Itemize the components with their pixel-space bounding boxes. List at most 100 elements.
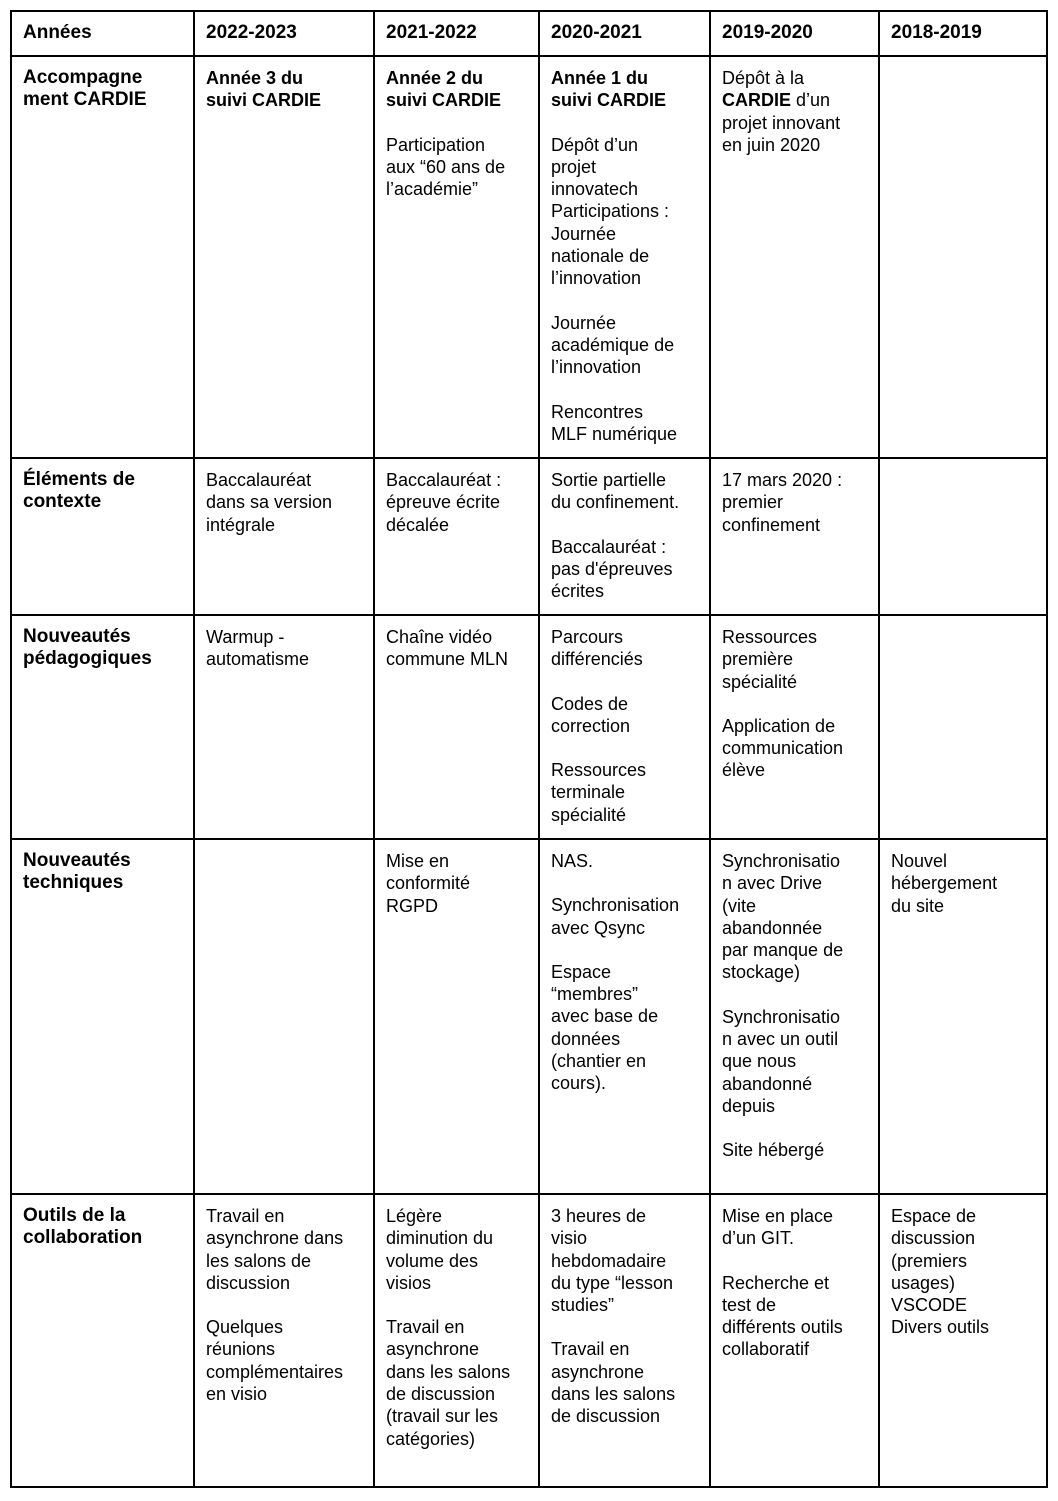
cell-paragraph: Année 1 du suivi CARDIE	[551, 67, 701, 112]
table-row: Nouveautés techniques Mise en conformité …	[10, 838, 1048, 1195]
cell-paragraph: 17 mars 2020 : premier confinement	[722, 469, 870, 536]
cell-paragraph: Travail en asynchrone dans les salons de…	[551, 1338, 701, 1427]
text-run: Dépôt d’un projet innovatech Participati…	[551, 134, 670, 289]
text-run: Année 1 du suivi CARDIE	[551, 68, 667, 111]
table-cell: Baccalauréat : épreuve écrite décalée	[373, 457, 540, 616]
row-label: Nouveautés techniques	[10, 838, 195, 1195]
cell-paragraph: Rencontres MLF numérique	[551, 401, 701, 446]
cell-paragraph: Synchronisation avec Qsync	[551, 894, 701, 939]
cell-paragraph: Dépôt d’un projet innovatech Participati…	[551, 134, 701, 290]
cell-paragraph: Quelques réunions complémentaires en vis…	[206, 1316, 365, 1405]
cell-paragraph: Site hébergé	[722, 1139, 870, 1161]
text-run: Baccalauréat : pas d'épreuves écrites	[551, 536, 673, 602]
cell-paragraph: Année 2 du suivi CARDIE	[386, 67, 530, 112]
cell-paragraph: Nouvel hébergement du site	[891, 850, 1038, 917]
cell-paragraph: Participation aux “60 ans de l’académie”	[386, 134, 530, 201]
header-cell: 2018-2019	[878, 10, 1048, 57]
table-cell: Ressources première spécialité Applicatio…	[709, 614, 880, 840]
cell-paragraph: Année 3 du suivi CARDIE	[206, 67, 365, 112]
table-row: Éléments de contexte Baccalauréat dans sa…	[10, 457, 1048, 616]
table-cell: Sortie partielle du confinement. Baccalau…	[538, 457, 711, 616]
cell-paragraph: Codes de correction	[551, 693, 701, 738]
table-cell: Année 2 du suivi CARDIE Participation aux…	[373, 55, 540, 459]
header-cell: Années	[10, 10, 195, 57]
table-cell: Dépôt à la CARDIE d’un projet innovant e…	[709, 55, 880, 459]
cell-paragraph: Légère diminution du volume des visios	[386, 1205, 530, 1294]
text-run: Espace de discussion (premiers usages) V…	[891, 1206, 990, 1338]
text-run: Baccalauréat dans sa version intégrale	[206, 470, 333, 535]
cell-paragraph: Travail en asynchrone dans les salons de…	[206, 1205, 365, 1294]
text-run: Travail en asynchrone dans les salons de…	[206, 1206, 344, 1293]
text-run: Synchronisatio n avec un outil que nous …	[722, 1006, 841, 1116]
text-run: Journée académique de l’innovation	[551, 312, 675, 378]
cell-paragraph: Espace de discussion (premiers usages) V…	[891, 1205, 1038, 1339]
text-run: 3 heures de visio hebdomadaire du type “…	[551, 1206, 674, 1316]
text-run: d’un projet innovant en juin 2020	[722, 90, 841, 155]
text-run: Ressources première spécialité	[722, 627, 818, 692]
cell-paragraph: Mise en conformité RGPD	[386, 850, 530, 917]
table-row: Outils de la collaboration Travail en asy…	[10, 1193, 1048, 1488]
table-row: Accompagne ment CARDIE Année 3 du suivi C…	[10, 55, 1048, 459]
cell-paragraph: Travail en asynchrone dans les salons de…	[386, 1316, 530, 1450]
cell-paragraph: Espace “membres” avec base de données (c…	[551, 961, 701, 1095]
table-row: Nouveautés pédagogiques Warmup - automati…	[10, 614, 1048, 840]
text-run: Année 3 du suivi CARDIE	[206, 68, 322, 111]
header-cell: 2022-2023	[193, 10, 375, 57]
text-run: Rencontres MLF numérique	[551, 401, 678, 444]
text-run: Nouvel hébergement du site	[891, 851, 998, 916]
table-cell: Travail en asynchrone dans les salons de…	[193, 1193, 375, 1488]
text-run: Travail en asynchrone dans les salons de…	[551, 1339, 676, 1427]
cell-paragraph: Sortie partielle du confinement.	[551, 469, 701, 514]
header-cell: 2020-2021	[538, 10, 711, 57]
text-run: 17 mars 2020 : premier confinement	[722, 470, 843, 535]
table-cell: Parcours différenciés Codes de correction…	[538, 614, 711, 840]
table-cell: Nouvel hébergement du site	[878, 838, 1048, 1195]
cell-paragraph: Baccalauréat dans sa version intégrale	[206, 469, 365, 536]
header-cell: 2019-2020	[709, 10, 880, 57]
cell-paragraph: Application de communication élève	[722, 715, 870, 782]
text-run: Mise en conformité RGPD	[386, 851, 471, 916]
text-run: Recherche et test de différents outils c…	[722, 1272, 843, 1360]
cell-paragraph: Synchronisatio n avec Drive (vite abando…	[722, 850, 870, 984]
text-run: Chaîne vidéo commune MLN	[386, 627, 509, 670]
cell-paragraph: Baccalauréat : pas d'épreuves écrites	[551, 536, 701, 603]
cell-paragraph: Baccalauréat : épreuve écrite décalée	[386, 469, 530, 536]
text-run: Sortie partielle du confinement.	[551, 470, 680, 513]
table-cell: Légère diminution du volume des visios Tr…	[373, 1193, 540, 1488]
table-cell: Mise en conformité RGPD	[373, 838, 540, 1195]
text-run: NAS.	[551, 851, 594, 871]
cell-paragraph: Parcours différenciés	[551, 626, 701, 671]
cell-paragraph: Journée académique de l’innovation	[551, 312, 701, 379]
text-run: Parcours différenciés	[551, 627, 643, 670]
cell-paragraph: Chaîne vidéo commune MLN	[386, 626, 530, 671]
table-cell: 17 mars 2020 : premier confinement	[709, 457, 880, 616]
text-run: Espace “membres” avec base de données (c…	[551, 961, 659, 1094]
text-run: Ressources terminale spécialité	[551, 760, 647, 825]
cell-paragraph: Recherche et test de différents outils c…	[722, 1272, 870, 1361]
table-cell: Chaîne vidéo commune MLN	[373, 614, 540, 840]
text-run: Site hébergé	[722, 1140, 825, 1161]
cell-paragraph: Mise en place d’un GIT.	[722, 1205, 870, 1250]
table-cell: NAS. Synchronisation avec Qsync Espace “me…	[538, 838, 711, 1195]
text-run: Application de communication élève	[722, 715, 844, 781]
text-run: Baccalauréat : épreuve écrite décalée	[386, 470, 502, 535]
cell-paragraph: NAS.	[551, 850, 701, 872]
text-run: Année 2 du suivi CARDIE	[386, 68, 502, 111]
cell-paragraph: Dépôt à la CARDIE d’un projet innovant e…	[722, 67, 870, 156]
timeline-table: Années 2022-2023 2021-2022 2020-2021 2019-20…	[10, 10, 1048, 1488]
table-cell	[878, 457, 1048, 616]
table-cell	[193, 838, 375, 1195]
table-cell: Baccalauréat dans sa version intégrale	[193, 457, 375, 616]
cell-paragraph: 3 heures de visio hebdomadaire du type “…	[551, 1205, 701, 1316]
table-cell	[878, 614, 1048, 840]
row-label: Nouveautés pédagogiques	[10, 614, 195, 840]
table-cell: Warmup - automatisme	[193, 614, 375, 840]
cell-paragraph: Warmup - automatisme	[206, 626, 365, 671]
table-cell: Espace de discussion (premiers usages) V…	[878, 1193, 1048, 1488]
row-label: Outils de la collaboration	[10, 1193, 195, 1488]
table-cell: Synchronisatio n avec Drive (vite abando…	[709, 838, 880, 1195]
text-run: Synchronisatio n avec Drive (vite abando…	[722, 851, 844, 983]
text-run: Dépôt à la	[722, 68, 805, 88]
row-label: Accompagne ment CARDIE	[10, 55, 195, 459]
text-run: Warmup - automatisme	[206, 627, 310, 670]
